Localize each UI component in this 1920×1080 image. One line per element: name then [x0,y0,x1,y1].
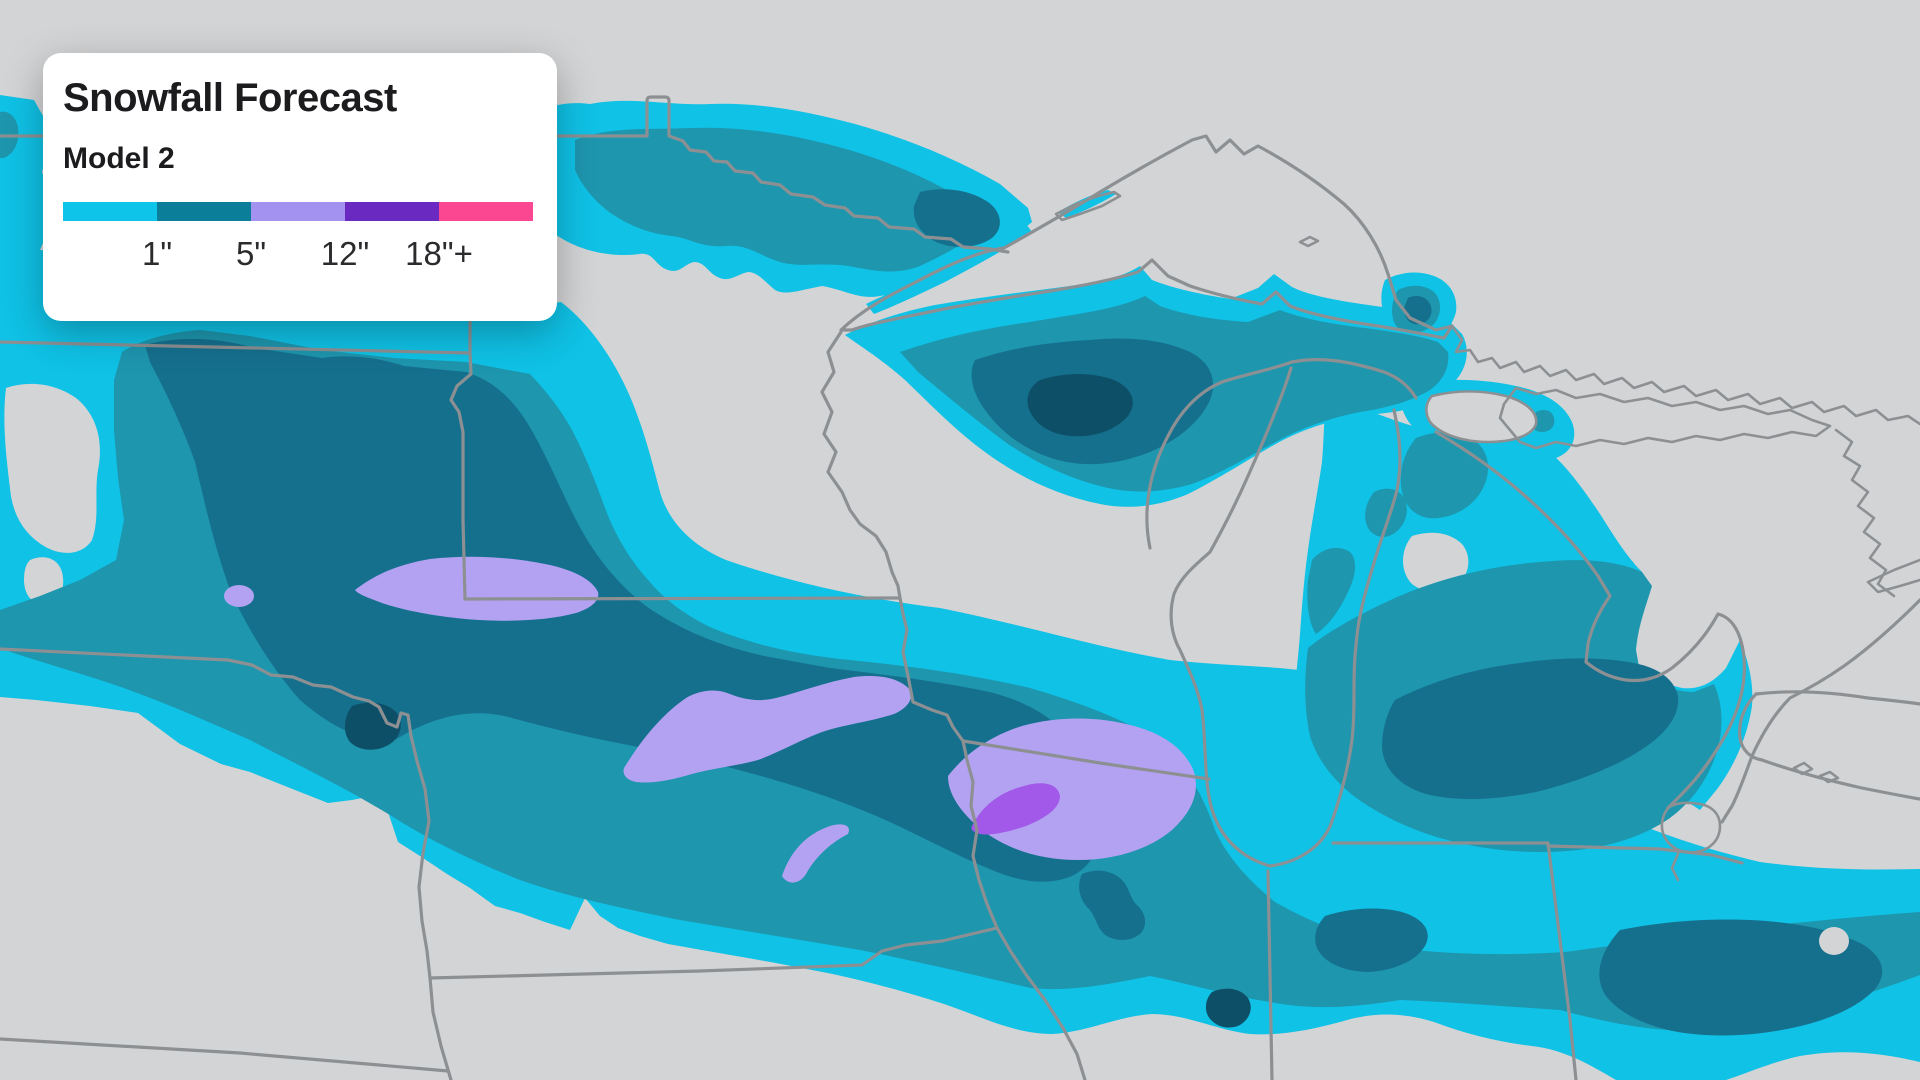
legend-swatch-level-max [439,202,533,221]
border-missouri-west [428,976,453,1080]
snow-dark-indiana [1315,908,1428,972]
lake-michigan-shore [1169,366,1402,868]
snow-teal-north-lp-a [1400,432,1489,519]
legend-tick-labels: 1" 5" 12" 18"+ [63,235,533,283]
snow-violet-illinois-core [971,783,1060,835]
snow-teal-straits-fleck [1531,410,1555,432]
legend-subtitle: Model 2 [63,142,175,175]
legend-tick-label-0: 1" [141,235,173,272]
legend-tick-label-2: 12" [320,235,370,272]
snow-purple-crescent [782,824,850,883]
ohio-dry-hole [1819,927,1849,955]
lake-erie-north-shore [1754,690,1920,706]
snow-dark-ohio [1599,919,1883,1036]
isle-royale-outline [1054,190,1122,222]
border-lines [0,95,1920,1080]
border-illinois-indiana [1266,869,1274,1080]
snow-purple-south-dakota [355,556,599,621]
lake-erie-south-shore [1738,692,1920,801]
georgian-bay-coast [1834,428,1896,598]
legend-swatch-level-12in [251,202,345,221]
border-iowa-missouri [428,926,999,980]
snow-teal-north-minnesota [575,127,990,272]
snow-teal-michigan-shore-arm [1307,547,1356,634]
lake-huron-michigan-shore [1434,430,1746,810]
snow-navy-indiana [1205,988,1251,1028]
snow-navy-upper-peninsula [1027,374,1133,437]
border-minnesota-iowa [463,596,902,601]
legend-tick-label-3: 18"+ [405,235,473,272]
legend-swatch-level-5in [157,202,251,221]
bruce-peninsula [1866,558,1920,594]
snow-cyan-superior-shore-sliver [866,224,1032,314]
legend-swatch-level-1in [63,202,157,221]
snow-cyan-northwest-angle [651,104,666,132]
snow-purple-small-oval [224,585,254,607]
lake-superior-outline [839,134,1454,340]
ontario-huron-shore [1720,598,1920,824]
green-bay-upper-peninsula-shore [1145,358,1418,550]
border-mississippi-river [898,596,1087,1080]
detroit-river [1670,852,1680,882]
superior-islet [1298,235,1320,248]
border-wisconsin-illinois [961,739,1211,781]
legend-color-scale [63,202,533,221]
mackinac-island-outline [1425,390,1538,444]
legend-card: Snowfall Forecast Model 2 1" 5" 12" 18"+ [43,53,557,321]
snow-dark-illinois-spot [1079,870,1146,940]
border-north-south-dakota [0,340,472,355]
manitoulin-island-outline [1498,386,1832,450]
border-minnesota-wisconsin [820,330,902,600]
snow-dark-west-core [145,338,1102,882]
snow-layer-purple [224,556,1196,883]
legend-swatch-level-18in [345,202,439,221]
border-missouri-river [0,647,432,980]
snow-purple-iowa [623,676,912,783]
snow-navy-missouri [344,702,401,750]
legend-tick-label-1: 5" [235,235,267,272]
north-channel-coast [1450,324,1920,426]
snow-teal-north-lp-b [1365,488,1407,537]
lake-erie-islands [1792,761,1840,784]
lake-st-clair-outline [1660,801,1722,854]
snow-dark-minnesota-spot [913,189,1000,247]
border-canada [0,95,1010,254]
legend-title: Snowfall Forecast [63,76,397,120]
snow-dark-lower-michigan [1382,658,1679,800]
border-indiana-ohio [1546,841,1578,1080]
snow-cyan-isle-royale [1058,190,1116,218]
snow-layer-navy [344,374,1251,1028]
border-nebraska-kansas [0,1037,450,1073]
